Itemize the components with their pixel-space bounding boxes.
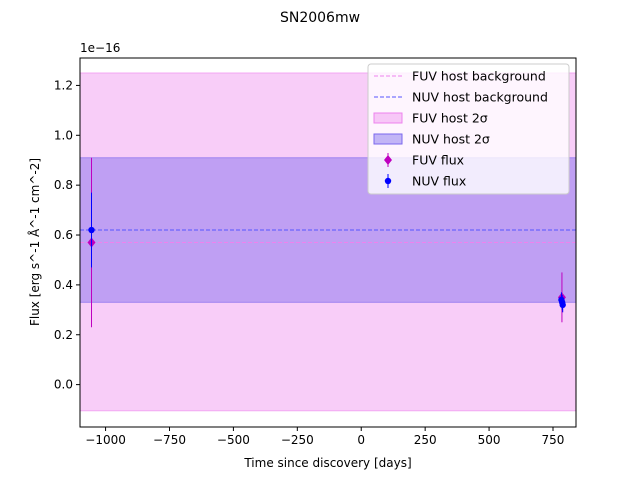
x-tick-label-0: −1000	[85, 433, 126, 447]
legend-handle-4	[384, 155, 392, 165]
legend-box	[367, 63, 570, 195]
legend-label-2: FUV host 2σ	[412, 111, 488, 126]
chart-title: SN2006mw	[280, 10, 360, 26]
legend: FUV host background NUV host background FU…	[367, 63, 570, 195]
x-tick-label-3: −250	[281, 433, 314, 447]
x-tick-label-2: −500	[217, 433, 250, 447]
y-tick-label-2: 0.4	[54, 278, 73, 292]
legend-label-5: NUV flux	[412, 174, 466, 189]
point-1-0	[88, 226, 95, 234]
x-tick-label-5: 250	[414, 433, 437, 447]
legend-label-0: FUV host background	[412, 69, 546, 84]
point-1-3	[559, 301, 566, 309]
legend-label-4: FUV flux	[412, 153, 464, 168]
legend-label-3: NUV host 2σ	[412, 132, 490, 147]
legend-handle-2	[373, 112, 403, 124]
y-tick-label-1: 0.2	[54, 328, 73, 342]
y-offset-label: 1e−16	[80, 41, 120, 55]
y-axis-label: Flux [erg s^-1 Å^-1 cm^-2]	[27, 158, 42, 326]
legend-handle-3	[373, 133, 403, 145]
axes: −1000 −750 −500 −250 0 250 500 750 0.0 0.2 0.4 0.6 0…	[54, 78, 565, 447]
x-axis-label: Time since discovery [days]	[243, 456, 411, 470]
x-tick-label-4: 0	[357, 433, 365, 447]
legend-handle-5	[384, 177, 392, 185]
plot-frame	[79, 57, 577, 428]
y-tick-label-6: 1.2	[54, 78, 73, 92]
legend-label-1: NUV host background	[412, 90, 548, 105]
x-tick-label-1: −750	[153, 433, 186, 447]
x-tick-label-7: 750	[542, 433, 565, 447]
y-tick-label-0: 0.0	[54, 378, 73, 392]
y-tick-label-5: 1.0	[54, 128, 73, 142]
y-tick-label-4: 0.8	[54, 178, 73, 192]
y-tick-label-3: 0.6	[54, 228, 73, 242]
x-tick-label-6: 500	[478, 433, 501, 447]
